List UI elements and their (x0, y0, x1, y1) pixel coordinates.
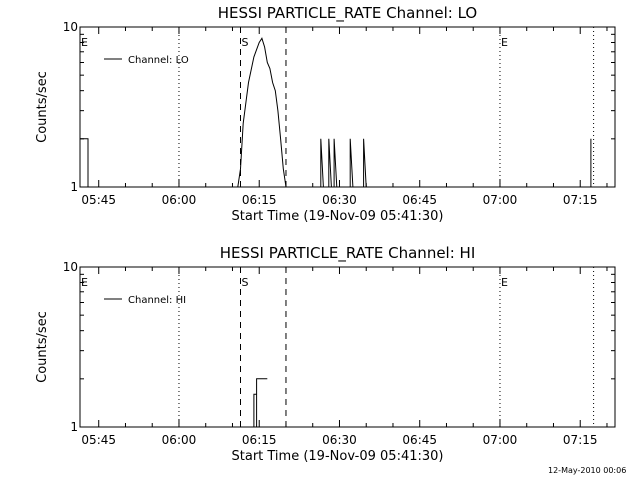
y-axis-label: Counts/sec (35, 71, 50, 143)
legend-entry: Channel: LO (128, 55, 189, 66)
x-tick-label: 05:45 (81, 433, 116, 447)
chart-title: HESSI PARTICLE_RATE Channel: HI (220, 244, 476, 263)
x-axis-label: Start Time (19-Nov-09 05:41:30) (232, 449, 444, 464)
y-tick-label: 10 (63, 260, 78, 274)
plot-frame (79, 266, 616, 428)
marker-label: S (242, 276, 249, 289)
marker-label: E (501, 276, 508, 289)
marker-label: S (242, 36, 249, 49)
x-tick-label: 06:15 (242, 433, 277, 447)
x-tick-label: 06:45 (402, 193, 437, 207)
y-tick-label: 1 (70, 420, 78, 434)
marker-label: E (81, 276, 88, 289)
x-tick-label: 05:45 (81, 193, 116, 207)
x-tick-label: 06:30 (322, 193, 357, 207)
plot-frame (79, 26, 616, 188)
y-axis-label: Counts/sec (35, 311, 50, 383)
y-tick-label: 10 (63, 20, 78, 34)
footer-date: 12-May-2010 00:06 (548, 466, 627, 475)
x-tick-label: 06:15 (242, 193, 277, 207)
y-tick-label: 1 (70, 180, 78, 194)
marker-label: E (81, 36, 88, 49)
chart-title: HESSI PARTICLE_RATE Channel: LO (218, 4, 477, 23)
marker-label: E (501, 36, 508, 49)
chart-panel-1: HESSI PARTICLE_RATE Channel: LO 05:45 06:0… (35, 4, 616, 224)
legend-entry: Channel: HI (128, 295, 186, 306)
series-line (80, 37, 592, 188)
x-tick-label: 07:15 (563, 193, 598, 207)
x-tick-label: 06:30 (322, 433, 357, 447)
x-tick-label: 06:00 (162, 433, 197, 447)
series-line (253, 378, 268, 427)
x-tick-label: 07:15 (563, 433, 598, 447)
x-tick-label: 07:00 (483, 433, 518, 447)
chart-panel-2: HESSI PARTICLE_RATE Channel: HI 05:45 06:0… (35, 244, 616, 464)
x-tick-label: 06:45 (402, 433, 437, 447)
x-tick-label: 07:00 (483, 193, 518, 207)
x-axis-label: Start Time (19-Nov-09 05:41:30) (232, 209, 444, 224)
x-tick-label: 06:00 (162, 193, 197, 207)
